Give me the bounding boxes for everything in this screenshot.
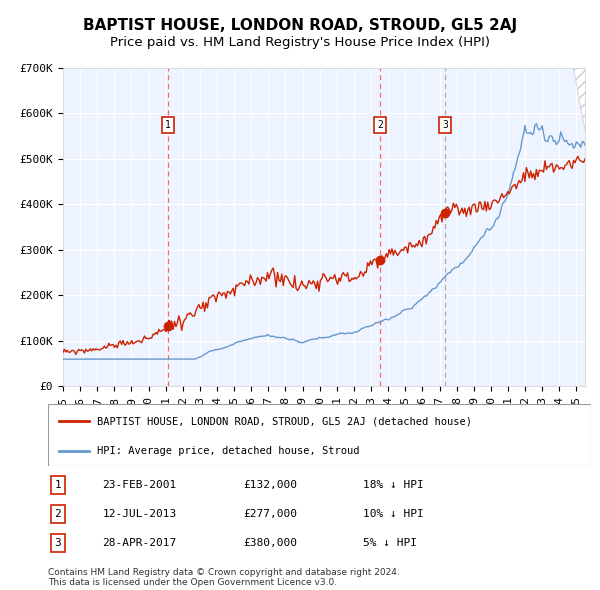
- Text: £132,000: £132,000: [244, 480, 298, 490]
- Text: 28-APR-2017: 28-APR-2017: [103, 537, 176, 548]
- Text: 5% ↓ HPI: 5% ↓ HPI: [363, 537, 417, 548]
- Text: 2: 2: [377, 120, 383, 130]
- Text: Contains HM Land Registry data © Crown copyright and database right 2024.: Contains HM Land Registry data © Crown c…: [48, 568, 400, 577]
- Text: HPI: Average price, detached house, Stroud: HPI: Average price, detached house, Stro…: [97, 445, 359, 455]
- Text: £277,000: £277,000: [244, 509, 298, 519]
- Text: 1: 1: [55, 480, 61, 490]
- Text: This data is licensed under the Open Government Licence v3.0.: This data is licensed under the Open Gov…: [48, 578, 337, 588]
- Text: 23-FEB-2001: 23-FEB-2001: [103, 480, 176, 490]
- Text: BAPTIST HOUSE, LONDON ROAD, STROUD, GL5 2AJ: BAPTIST HOUSE, LONDON ROAD, STROUD, GL5 …: [83, 18, 517, 33]
- FancyBboxPatch shape: [48, 404, 591, 466]
- Text: Price paid vs. HM Land Registry's House Price Index (HPI): Price paid vs. HM Land Registry's House …: [110, 36, 490, 49]
- Text: 18% ↓ HPI: 18% ↓ HPI: [363, 480, 424, 490]
- Polygon shape: [573, 68, 585, 132]
- Text: 10% ↓ HPI: 10% ↓ HPI: [363, 509, 424, 519]
- Text: 1: 1: [165, 120, 171, 130]
- Text: BAPTIST HOUSE, LONDON ROAD, STROUD, GL5 2AJ (detached house): BAPTIST HOUSE, LONDON ROAD, STROUD, GL5 …: [97, 417, 472, 427]
- Text: 3: 3: [55, 537, 61, 548]
- Text: 12-JUL-2013: 12-JUL-2013: [103, 509, 176, 519]
- Text: £380,000: £380,000: [244, 537, 298, 548]
- Text: 3: 3: [442, 120, 448, 130]
- Text: 2: 2: [55, 509, 61, 519]
